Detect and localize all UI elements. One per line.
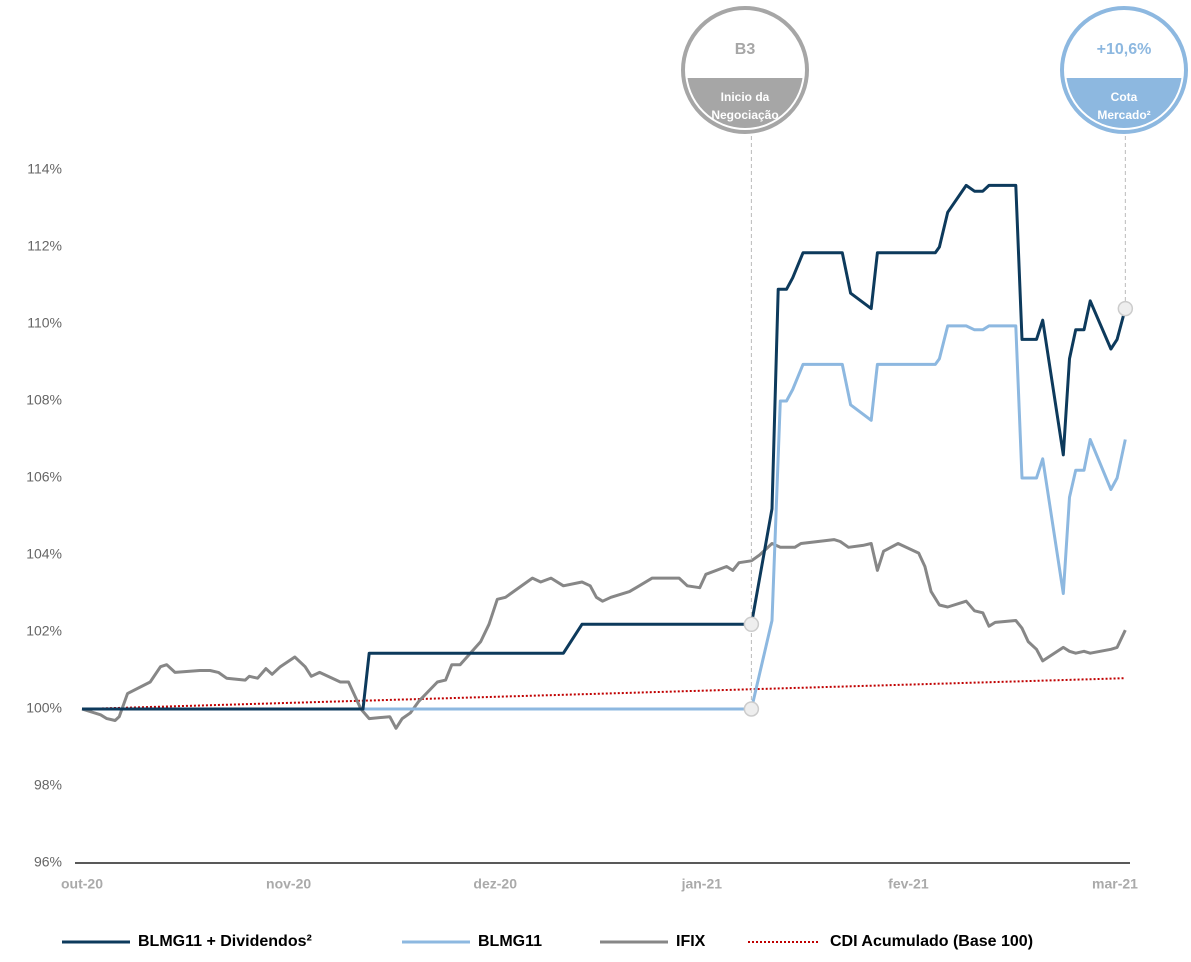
legend-label: BLMG11	[478, 933, 542, 950]
annotation-circle	[687, 78, 803, 128]
legend-label: IFIX	[676, 933, 706, 950]
legend-label: BLMG11 + Dividendos²	[138, 933, 312, 950]
point-marker	[743, 701, 760, 717]
point-marker	[1117, 300, 1134, 317]
x-tick-label: dez-20	[473, 876, 517, 892]
y-tick-label: 102%	[26, 623, 62, 639]
series-line	[82, 183, 1127, 711]
annotation-text: Negociação	[711, 108, 778, 122]
x-tick-label: mar-21	[1092, 876, 1138, 892]
annotation-title: +10,6%	[1097, 41, 1152, 58]
y-tick-label: 106%	[26, 469, 62, 485]
y-tick-label: 104%	[26, 546, 62, 562]
x-tick-label: nov-20	[266, 876, 311, 892]
y-tick-label: 112%	[27, 238, 62, 254]
series-line	[82, 324, 1127, 711]
y-tick-label: 100%	[26, 700, 62, 716]
y-tick-label: 110%	[27, 315, 62, 331]
series-line	[81, 677, 1126, 710]
y-tick-label: 98%	[34, 777, 62, 793]
series-line	[81, 538, 1127, 730]
x-tick-label: jan-21	[681, 876, 723, 892]
annotation-title: B3	[735, 41, 756, 58]
annotation-text: Cota	[1111, 90, 1138, 104]
x-tick-label: out-20	[61, 876, 103, 892]
y-tick-label: 96%	[34, 854, 62, 870]
x-tick-label: fev-21	[888, 876, 929, 892]
annotation-text: Inicio da	[721, 90, 770, 104]
annotation-circle	[1066, 78, 1182, 128]
legend-label: CDI Acumulado (Base 100)	[830, 933, 1033, 950]
annotation-text: Mercado²	[1097, 108, 1150, 122]
annotation-ring	[1060, 6, 1188, 134]
y-tick-label: 108%	[26, 392, 62, 408]
annotation-ring	[681, 6, 809, 134]
point-marker	[743, 616, 760, 633]
y-tick-label: 114%	[27, 161, 62, 177]
